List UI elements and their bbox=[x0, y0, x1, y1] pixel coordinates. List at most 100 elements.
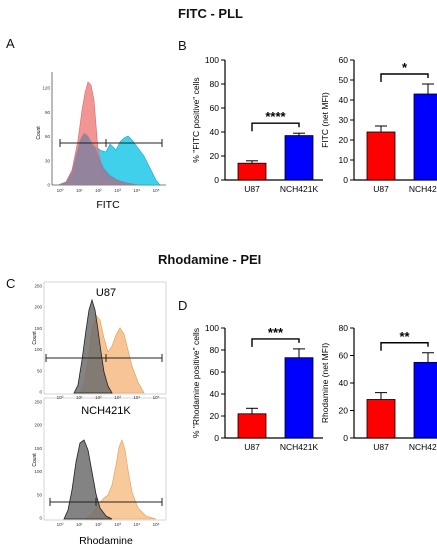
chart-d2-bar-nch421k bbox=[413, 361, 437, 439]
flow-c-bottom-control-histogram bbox=[63, 439, 113, 520]
flow-c-top-xticks-label: 10⁰ bbox=[57, 395, 64, 400]
flow-c-top-control-histogram bbox=[73, 298, 113, 394]
chart-d2-ytick-label: 60 bbox=[339, 351, 349, 361]
chart-b2-category-label: NCH421K bbox=[409, 184, 437, 194]
flow-a-xticks-label: 10³ bbox=[114, 188, 121, 193]
chart-b1-ytick-label: 80 bbox=[210, 79, 220, 89]
flow-c-top-xticks-label: 10⁵ bbox=[153, 395, 160, 400]
chart-d1-category-label: U87 bbox=[244, 442, 260, 452]
chart-d2-ytick-label: 0 bbox=[343, 433, 348, 443]
flow-c-bottom-xticks-label: 10⁵ bbox=[153, 522, 160, 527]
chart-b2-ytick-label: 20 bbox=[339, 135, 349, 145]
chart-d1-ytick-label: 20 bbox=[210, 411, 220, 421]
flow-a-group bbox=[51, 72, 166, 186]
flow-c-bottom-yticks-label: 0 bbox=[39, 516, 42, 521]
chart-d2-significance-bracket bbox=[380, 342, 429, 351]
flow-c-bottom-frame bbox=[43, 397, 167, 521]
flow-a-yticks-label: 90 bbox=[45, 110, 51, 115]
flow-a-xticks-label: 10⁵ bbox=[153, 188, 160, 193]
chart-d1-ytick-label: 100 bbox=[205, 323, 219, 333]
chart-d1-ytick-label: 80 bbox=[210, 345, 220, 355]
chart-d1-bar-u87 bbox=[237, 413, 267, 439]
panel-letter-b: B bbox=[178, 38, 187, 53]
chart-d1-ytick-label: 60 bbox=[210, 367, 220, 377]
chart-b2-category-label: U87 bbox=[373, 184, 389, 194]
chart-d1-ylabel: % "Rhodamine positive" cells bbox=[191, 328, 201, 438]
chart-b1-category-label: U87 bbox=[244, 184, 260, 194]
flow-a-xticks-label: 10⁴ bbox=[133, 188, 140, 193]
flow-c-bottom-xticks: 10⁰ 10¹ 10² 10³ 10⁴ 10⁵ bbox=[57, 522, 160, 527]
flow-a-overlap bbox=[58, 133, 140, 185]
chart-b2-ytick-label: 0 bbox=[343, 175, 348, 185]
chart-b1-significance-label: **** bbox=[265, 109, 286, 124]
chart-d1-ytick-label: 0 bbox=[214, 433, 219, 443]
chart-b2-ytick-label: 60 bbox=[339, 55, 349, 65]
panel-letter-d: D bbox=[178, 298, 188, 313]
section-title-fitc: FITC - PLL bbox=[178, 6, 243, 21]
chart-d1-bar-nch421k bbox=[284, 357, 314, 439]
chart-b2-ytick-label: 50 bbox=[339, 75, 349, 85]
flow-c-bottom-sample-label: NCH421K bbox=[81, 405, 131, 417]
chart-d2-ylabel: Rhodamine (net MFI) bbox=[320, 343, 330, 423]
flow-c-bottom-xticks-label: 10⁰ bbox=[57, 522, 64, 527]
chart-d2-significance-label: ** bbox=[399, 329, 410, 344]
flow-c-top-yticks-label: 0 bbox=[39, 390, 42, 395]
flow-a-xticks-label: 10¹ bbox=[76, 188, 83, 193]
flow-c-top-frame bbox=[43, 281, 167, 395]
chart-b1-category-label: NCH421K bbox=[280, 184, 319, 194]
chart-d1-category-label: NCH421K bbox=[280, 442, 319, 452]
flow-c-top-xticks-label: 10¹ bbox=[76, 395, 83, 400]
flow-c-top-xticks-label: 10² bbox=[95, 395, 102, 400]
chart-b2-ytick-label: 40 bbox=[339, 95, 349, 105]
flow-c-top-yticks-label: 150 bbox=[34, 326, 42, 331]
panel-letter-c: C bbox=[6, 276, 16, 291]
chart-b1-ytick-label: 0 bbox=[214, 175, 219, 185]
flow-c-top-sample-label: U87 bbox=[96, 287, 116, 299]
flow-c-bottom-yticks-label: 250 bbox=[34, 400, 42, 405]
flow-c-bottom-xticks-label: 10¹ bbox=[76, 522, 83, 527]
flow-c-bottom-xticks-label: 10⁴ bbox=[133, 522, 140, 527]
chart-b1-ylabel: % "FITC positive" cells bbox=[191, 77, 201, 162]
chart-b1-ytick-label: 20 bbox=[210, 151, 220, 161]
flow-a-yticks-label: 120 bbox=[42, 86, 50, 91]
chart-d2-ytick-label: 80 bbox=[339, 323, 349, 333]
flow-c-top-xticks: 10⁰ 10¹ 10² 10³ 10⁴ 10⁵ bbox=[57, 395, 160, 400]
flow-a-ylabel: Count bbox=[36, 126, 42, 140]
flow-c-bottom-yticks: 250 200 150 100 50 0 bbox=[34, 400, 42, 521]
section-title-rhodamine: Rhodamine - PEI bbox=[158, 252, 262, 267]
chart-b1-ytick-label: 60 bbox=[210, 103, 220, 113]
flow-c-top-yticks: 250 200 150 100 50 0 bbox=[34, 284, 42, 395]
flow-c-top-group bbox=[43, 281, 167, 395]
flow-c-top-yticks-label: 200 bbox=[34, 305, 42, 310]
flow-a-xticks-label: 10⁰ bbox=[57, 188, 64, 193]
chart-d2-ytick-label: 40 bbox=[339, 378, 349, 388]
chart-b2-ytick-label: 10 bbox=[339, 155, 349, 165]
chart-d1-significance-label: *** bbox=[268, 325, 284, 340]
chart-d2-bar-u87 bbox=[366, 399, 396, 439]
flow-a-xticks: 10⁰ 10¹ 10² 10³ 10⁴ 10⁵ bbox=[57, 188, 160, 193]
flow-c-bottom-yticks-label: 50 bbox=[37, 492, 43, 497]
flow-a-yticks-label: 60 bbox=[45, 134, 51, 139]
flow-c-top-xticks-label: 10⁴ bbox=[133, 395, 140, 400]
chart-b1-ytick-label: 100 bbox=[205, 55, 219, 65]
flow-a-xticks-label: 10² bbox=[95, 188, 102, 193]
chart-d2-ytick-label: 20 bbox=[339, 406, 349, 416]
flow-c-bottom-yticks-label: 200 bbox=[34, 423, 42, 428]
chart-b2-significance-bracket bbox=[380, 73, 429, 82]
flow-a-yticks-label: 0 bbox=[47, 183, 50, 188]
chart-d1-significance-bracket bbox=[251, 338, 300, 347]
flow-a-xlabel: FITC bbox=[96, 199, 120, 211]
flow-a-yticks: 120 90 60 30 0 bbox=[42, 86, 50, 188]
chart-b2-ylabel: FITC (net MFI) bbox=[320, 92, 330, 148]
chart-d2-category-label: U87 bbox=[373, 442, 389, 452]
flow-c-bottom-xticks-label: 10³ bbox=[114, 522, 121, 527]
chart-b2-bar-u87 bbox=[366, 131, 396, 181]
chart-b2-significance-label: * bbox=[402, 60, 408, 75]
flow-c-bottom-xticks-label: 10² bbox=[95, 522, 102, 527]
